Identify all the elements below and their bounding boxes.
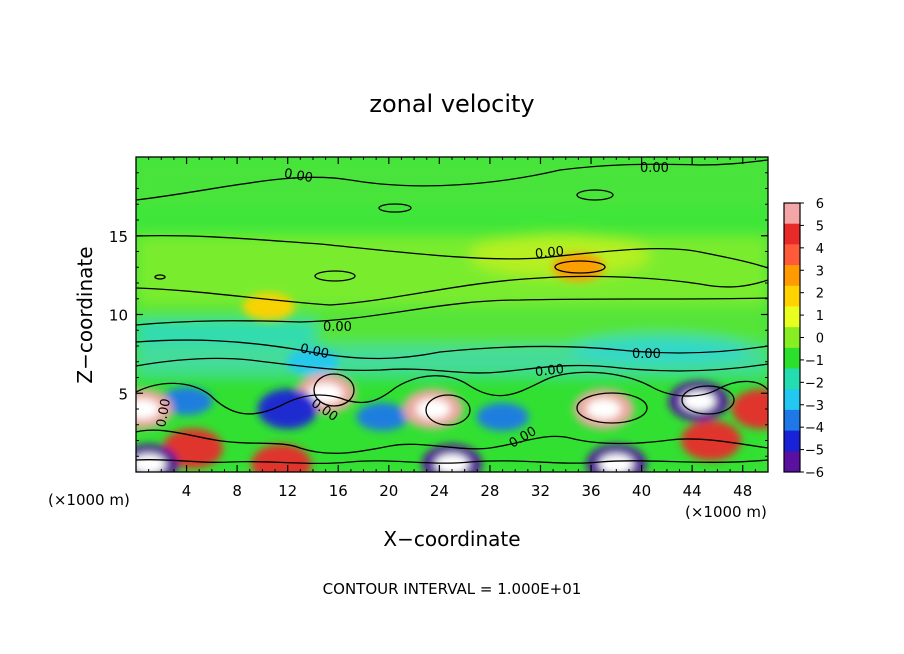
x-unit-right: (×1000 m) bbox=[685, 503, 767, 521]
contour-label: 0.00 bbox=[323, 320, 352, 335]
contour-label: 0.00 bbox=[640, 161, 669, 176]
velocity-blob-core bbox=[136, 399, 160, 419]
colorbar-swatch bbox=[784, 223, 800, 245]
x-unit-left: (×1000 m) bbox=[48, 491, 130, 509]
x-tick-label: 16 bbox=[329, 482, 348, 500]
velocity-blob bbox=[731, 389, 768, 429]
colorbar-swatch bbox=[784, 409, 800, 432]
colorbar-swatch bbox=[784, 368, 800, 390]
x-tick-label: 20 bbox=[379, 482, 398, 500]
velocity-blob-core bbox=[586, 399, 621, 419]
x-axis-label: X−coordinate bbox=[383, 527, 520, 551]
x-tick-label: 36 bbox=[581, 482, 600, 500]
colorbar-swatch bbox=[784, 203, 800, 225]
y-tick-label: 10 bbox=[109, 307, 128, 325]
x-tick-label: 44 bbox=[683, 482, 702, 500]
y-tick-label: 15 bbox=[109, 228, 128, 246]
velocity-blob bbox=[476, 402, 529, 431]
colorbar-swatch bbox=[784, 430, 800, 452]
contour-label: 0.00 bbox=[534, 244, 564, 262]
x-tick-label: 28 bbox=[480, 482, 499, 500]
velocity-blob-core bbox=[599, 454, 634, 472]
velocity-blob-core bbox=[136, 454, 166, 472]
colorbar-tick-label: 5 bbox=[816, 219, 824, 234]
colorbar-swatch bbox=[784, 285, 800, 307]
contour-label: 0.00 bbox=[632, 347, 661, 362]
y-axis-label: Z−coordinate bbox=[73, 246, 97, 383]
velocity-blob-core bbox=[416, 399, 451, 419]
colorbar-swatch bbox=[784, 265, 800, 287]
colorbar-tick-label: 1 bbox=[816, 309, 824, 324]
chart-title: zonal velocity bbox=[369, 90, 534, 118]
y-tick-label: 5 bbox=[118, 385, 128, 403]
velocity-blob bbox=[552, 253, 605, 282]
x-tick-label: 40 bbox=[632, 482, 651, 500]
colorbar-tick-label: −2 bbox=[805, 376, 824, 391]
colorbar-swatch bbox=[784, 327, 800, 349]
contours-zero bbox=[136, 159, 768, 465]
colorbar-swatch bbox=[784, 306, 800, 328]
velocity-extrema bbox=[136, 253, 768, 472]
x-tick-label: 8 bbox=[232, 482, 242, 500]
colorbar-tick-label: −1 bbox=[805, 354, 824, 369]
x-axis: 4 8 12 16 20 24 28 32 36 40 44 48 bbox=[148, 157, 756, 500]
velocity-blob bbox=[251, 444, 312, 472]
colorbar-tick-label: 2 bbox=[816, 287, 824, 302]
contour-label: 0.00 bbox=[534, 362, 564, 380]
velocity-blob bbox=[242, 292, 295, 321]
colorbar-swatch bbox=[784, 347, 800, 370]
colorbar-tick-label: 4 bbox=[816, 242, 824, 257]
y-axis: 5 10 15 bbox=[109, 172, 768, 457]
colorbar-swatch bbox=[784, 451, 800, 473]
x-tick-label: 12 bbox=[278, 482, 297, 500]
colorbar-swatch bbox=[784, 389, 800, 411]
x-tick-label: 24 bbox=[430, 482, 449, 500]
colorbar-tick-label: 0 bbox=[816, 332, 824, 347]
contour-label: 0.00 bbox=[299, 341, 330, 362]
colorbar-tick-label: −5 bbox=[805, 444, 824, 459]
colorbar-tick-label: −6 bbox=[805, 466, 824, 481]
colorbar-tick-label: 6 bbox=[816, 197, 824, 212]
velocity-blob bbox=[356, 402, 409, 431]
colorbar: 6 5 4 3 2 1 0 −1 −2 −3 −4 −5 −6 bbox=[783, 197, 824, 481]
contour-label: 0.00 bbox=[283, 166, 314, 186]
colorbar-tick-label: 3 bbox=[816, 264, 824, 279]
x-tick-label: 32 bbox=[531, 482, 550, 500]
velocity-blob bbox=[160, 387, 213, 416]
plot-area: 0.00 0.00 0.00 0.00 0.00 0.00 0.00 0.00 … bbox=[136, 157, 768, 472]
velocity-blob bbox=[257, 389, 318, 429]
colorbar-swatch bbox=[784, 244, 800, 266]
contour-interval-note: CONTOUR INTERVAL = 1.000E+01 bbox=[323, 580, 582, 598]
colorbar-tick-label: −3 bbox=[805, 399, 824, 414]
x-tick-label: 4 bbox=[182, 482, 192, 500]
colorbar-tick-label: −4 bbox=[805, 421, 824, 436]
contour-label: 0.00 bbox=[154, 397, 174, 428]
x-tick-label: 48 bbox=[733, 482, 752, 500]
